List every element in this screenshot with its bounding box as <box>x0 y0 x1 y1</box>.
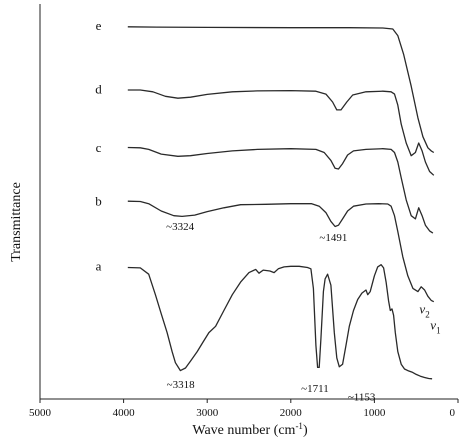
annotation-1153: ~1153 <box>348 392 376 404</box>
x-tick-labels: 5000 4000 3000 2000 1000 0 <box>29 407 456 419</box>
series-label-e: e <box>96 18 102 33</box>
x-tick-label-1000: 1000 <box>363 407 386 419</box>
x-tick-label-2000: 2000 <box>280 407 303 419</box>
x-tick-label-5000: 5000 <box>29 407 52 419</box>
annotation-1491: ~1491 <box>319 232 347 244</box>
x-tick-label-4000: 4000 <box>113 407 136 419</box>
series-labels: e d c b a <box>95 18 102 273</box>
series-label-c: c <box>96 140 102 155</box>
x-axis-title: Wave number (cm-1) <box>192 421 308 438</box>
x-axis-title-sup: -1 <box>295 421 303 431</box>
x-tick-label-3000: 3000 <box>196 407 219 419</box>
chart-axes <box>39 4 458 400</box>
curve-e <box>127 26 435 154</box>
x-tick-label-0: 0 <box>450 407 456 419</box>
curve-c <box>127 146 434 234</box>
curve-b <box>127 200 435 303</box>
series-label-a: a <box>96 258 102 273</box>
series-label-d: d <box>95 81 102 96</box>
x-axis-title-close: ) <box>303 423 308 438</box>
curve-d <box>127 89 435 176</box>
annotation-1711: ~1711 <box>301 383 329 395</box>
curve-a <box>127 264 433 380</box>
y-axis-title: Transmittance <box>9 182 24 262</box>
x-axis-title-main: Wave number (cm <box>192 423 295 438</box>
annotation-v1: v1 <box>430 317 440 335</box>
spectra-curves <box>127 26 435 380</box>
annotation-3318: ~3318 <box>167 379 195 391</box>
annotation-v2: v2 <box>419 302 429 320</box>
series-label-b: b <box>95 194 102 209</box>
annotation-3324: ~3324 <box>166 221 194 233</box>
x-ticks <box>39 399 459 403</box>
